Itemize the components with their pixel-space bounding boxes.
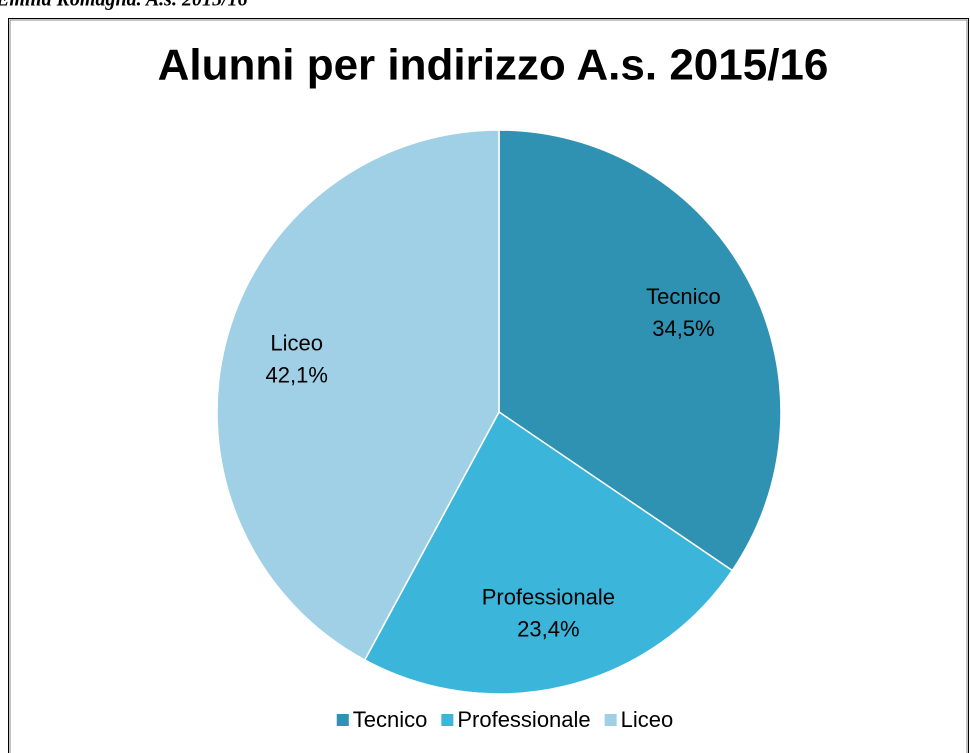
slice-value-label: 42,1% [266, 363, 328, 388]
legend-swatch [604, 714, 617, 726]
plot-border [9, 19, 968, 753]
slice-value-label: 23,4% [517, 617, 579, 642]
pie-slice [498, 129, 782, 572]
legend-label: Professionale [457, 707, 590, 732]
chart-title: Alunni per indirizzo A.s. 2015/16 [158, 41, 829, 90]
legend-swatch [441, 714, 454, 726]
legend-label: Tecnico [353, 707, 428, 732]
slice-label: Tecnico [646, 284, 721, 309]
slice-value-label: 34,5% [652, 316, 714, 341]
slice-label: Professionale [482, 585, 615, 610]
legend-label: Liceo [621, 707, 674, 732]
slice-label: Liceo [270, 331, 323, 356]
caption: Emilia Romagna. A.s. 2015/16 [0, 0, 248, 11]
pie-slice [363, 410, 734, 695]
pie-slice [216, 129, 500, 661]
legend-swatch [336, 714, 349, 726]
